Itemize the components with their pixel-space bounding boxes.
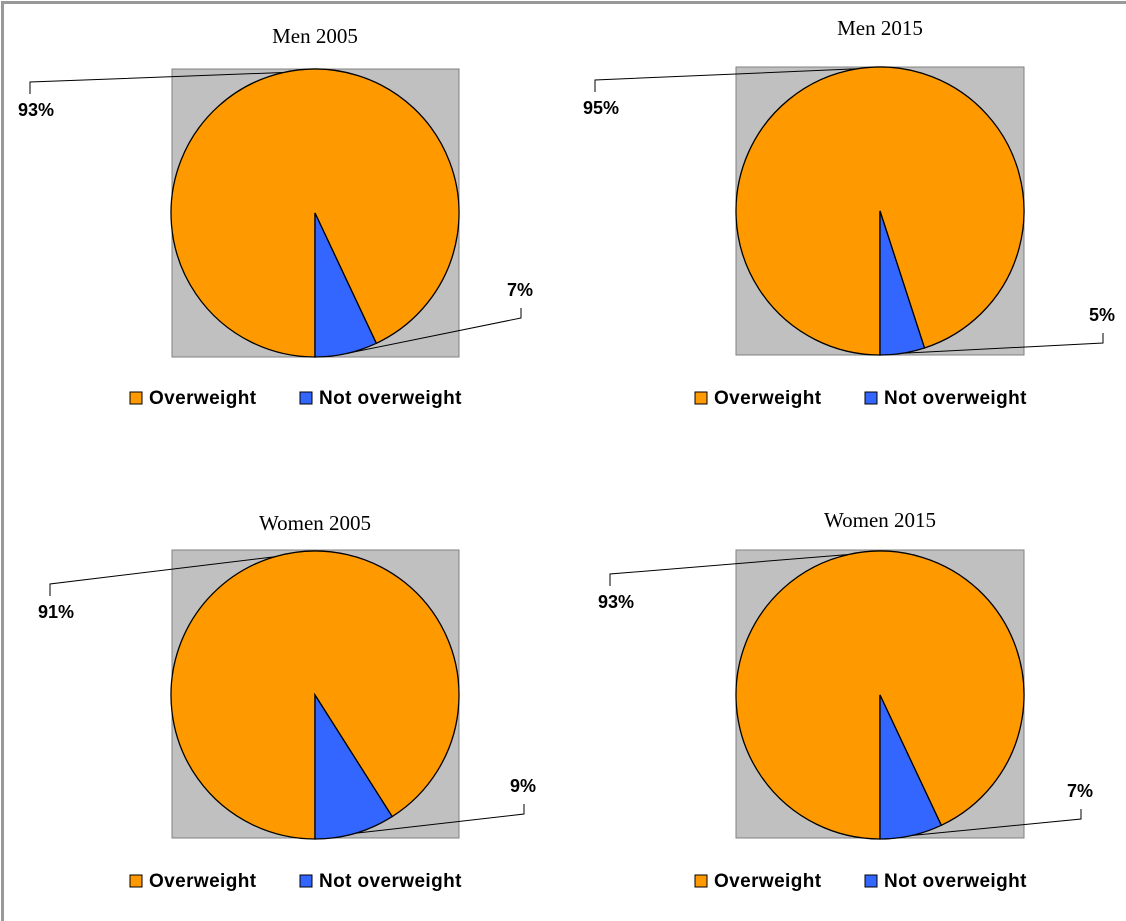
women-2005-leader-overweight <box>49 556 275 596</box>
men-2015-leader-overweight <box>594 68 858 92</box>
women-2005-leader-not-overweight <box>355 804 525 834</box>
women-2005-slice-not-overweight <box>314 692 394 840</box>
women-2005-legend-swatch-overweight <box>129 874 143 888</box>
men-2015-label-not-overweight: 5% <box>1089 305 1115 325</box>
women-2015-title: Women 2015 <box>824 508 936 532</box>
women-2015-label-overweight: 93% <box>598 592 634 612</box>
women-2005-legend-swatch-not-overweight <box>299 874 313 888</box>
women-2005-legend-overweight: Overweight <box>149 871 257 892</box>
women-2015-slice-not-overweight <box>879 694 943 840</box>
women-2005-title: Women 2005 <box>259 511 371 535</box>
men-2015-title: Men 2015 <box>837 16 923 40</box>
women-2015-legend-not-overweight: Not overweight <box>884 871 1027 892</box>
women-2005-legend-not-overweight: Not overweight <box>319 871 462 892</box>
men-2015-leader-not-overweight <box>902 333 1104 354</box>
men-2015-legend-swatch-not-overweight <box>864 391 878 405</box>
women-2015-legend-overweight: Overweight <box>714 871 822 892</box>
men-2005-leader-not-overweight <box>346 308 522 355</box>
women-2005-label-overweight: 91% <box>38 602 74 622</box>
men-2005-legend-overweight: Overweight <box>149 388 257 409</box>
men-2005-legend-swatch-not-overweight <box>299 391 313 405</box>
women-2015-legend-swatch-overweight <box>694 874 708 888</box>
men-2005-label-not-overweight: 7% <box>507 280 533 300</box>
women-2015-leader-not-overweight <box>911 809 1082 837</box>
men-2015-legend-overweight: Overweight <box>714 388 822 409</box>
men-2015-slice-not-overweight <box>879 210 926 356</box>
men-2005-title: Men 2005 <box>272 24 358 48</box>
men-2015-label-overweight: 95% <box>583 98 619 118</box>
men-2015-legend-swatch-overweight <box>694 391 708 405</box>
women-2005-label-not-overweight: 9% <box>510 776 536 796</box>
men-2005-legend-swatch-overweight <box>129 391 143 405</box>
men-2005-legend-not-overweight: Not overweight <box>319 388 462 409</box>
women-2015-label-not-overweight: 7% <box>1067 781 1093 801</box>
men-2005-label-overweight: 93% <box>18 100 54 120</box>
men-2005-leader-overweight <box>29 71 284 94</box>
women-2015-legend-swatch-not-overweight <box>864 874 878 888</box>
men-2015-legend-not-overweight: Not overweight <box>884 388 1027 409</box>
women-2015-leader-overweight <box>609 553 849 586</box>
men-2005-slice-not-overweight <box>314 212 378 358</box>
